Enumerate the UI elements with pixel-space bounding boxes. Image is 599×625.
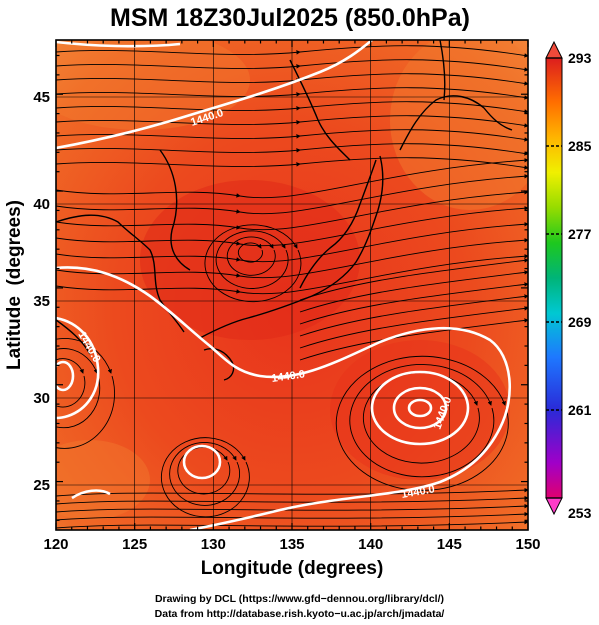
streamline bbox=[335, 355, 509, 491]
contour-label-middle: 1440.0 bbox=[271, 368, 306, 385]
colorbar-tick-label: 285 bbox=[568, 138, 592, 154]
lon-tick-label: 120 bbox=[43, 536, 68, 553]
contour-pacific-low bbox=[370, 370, 470, 446]
latitude-tick-labels: 25 30 35 40 45 bbox=[33, 89, 50, 494]
colorbar-tick-label: 261 bbox=[568, 402, 592, 418]
streamline bbox=[56, 87, 528, 100]
lat-tick-label: 40 bbox=[33, 196, 50, 213]
credit-data: Data from http://database.rish.kyoto−u.a… bbox=[154, 608, 445, 620]
colorbar-tick-label: 253 bbox=[568, 505, 592, 521]
streamline bbox=[226, 236, 276, 276]
axis-tick-marks bbox=[55, 40, 529, 530]
contour-north bbox=[56, 40, 373, 150]
colorbar-min-arrow bbox=[545, 497, 563, 516]
lat-tick-label: 30 bbox=[33, 390, 50, 407]
contour-middle bbox=[56, 266, 511, 530]
streamline bbox=[56, 503, 528, 513]
streamline bbox=[56, 338, 116, 449]
lon-tick-label: 130 bbox=[201, 536, 226, 553]
wind-streamlines bbox=[56, 45, 528, 529]
contour-west-low bbox=[56, 316, 100, 420]
streamline bbox=[299, 270, 528, 313]
warm-patch-pacific bbox=[330, 340, 510, 480]
y-axis-label: Latitude (degrees) bbox=[4, 200, 25, 370]
lon-tick-label: 135 bbox=[279, 536, 304, 553]
korea-east-coastline bbox=[159, 149, 191, 271]
streamline bbox=[349, 364, 495, 478]
streamline bbox=[299, 294, 528, 337]
lon-tick-label: 150 bbox=[515, 536, 540, 553]
contour-label-south: 1440.0 bbox=[400, 483, 435, 501]
height-contours bbox=[56, 40, 511, 530]
lat-tick-label: 45 bbox=[33, 89, 50, 106]
streamline bbox=[56, 348, 101, 429]
streamline bbox=[215, 230, 289, 289]
lat-tick-label: 35 bbox=[33, 293, 50, 310]
streamline bbox=[56, 487, 528, 497]
contour-south-low bbox=[182, 444, 222, 480]
colorbar-tick-label: 269 bbox=[568, 314, 592, 330]
lon-tick-label: 140 bbox=[358, 536, 383, 553]
streamline bbox=[56, 519, 528, 529]
china-coast bbox=[56, 319, 91, 355]
cool-patch-hokkaido bbox=[390, 40, 528, 210]
streamline bbox=[56, 143, 528, 156]
contour-west-low-inner bbox=[56, 360, 75, 392]
colorbar-max-arrow bbox=[545, 40, 563, 59]
streamline bbox=[56, 45, 528, 58]
streamline bbox=[56, 253, 528, 295]
streamline bbox=[56, 59, 528, 72]
contour-pacific-low-inner bbox=[407, 398, 433, 418]
credit-drawing: Drawing by DCL (https://www.gfd−dennou.o… bbox=[154, 593, 445, 605]
streamline bbox=[56, 101, 528, 114]
figure-title: MSM 18Z30Jul2025 (850.0hPa) bbox=[110, 4, 470, 32]
streamline bbox=[56, 129, 528, 142]
streamline bbox=[299, 282, 528, 325]
lon-tick-label: 125 bbox=[122, 536, 147, 553]
colorbar: 293 285 277 269 261 253 bbox=[545, 40, 592, 521]
streamline bbox=[56, 115, 528, 128]
contour-top bbox=[56, 40, 181, 48]
streamline bbox=[56, 358, 86, 408]
colorbar-ticks bbox=[546, 57, 562, 499]
cool-patch-north bbox=[56, 40, 250, 130]
streamline bbox=[299, 318, 528, 361]
map-plot-area: 1440.0 1440.0 1440.0 1440.0 1440.0 bbox=[56, 40, 528, 530]
streamline bbox=[204, 224, 302, 303]
contour-pacific-low-mid bbox=[392, 386, 448, 430]
x-axis-label: Longitude (degrees) bbox=[201, 558, 384, 579]
colorbar-tick-label: 277 bbox=[568, 226, 592, 242]
streamline bbox=[299, 306, 528, 349]
colorbar-scale bbox=[545, 57, 563, 499]
lon-tick-label: 145 bbox=[437, 536, 462, 553]
lat-tick-label: 25 bbox=[33, 477, 50, 494]
streamline bbox=[299, 258, 528, 301]
longitude-tick-labels: 120 125 130 135 140 145 150 bbox=[43, 536, 540, 553]
colorbar-tick-label: 293 bbox=[568, 50, 592, 66]
cool-patch-southwest bbox=[56, 440, 150, 520]
streamline bbox=[238, 242, 263, 263]
streamline bbox=[56, 495, 528, 505]
contour-southwest bbox=[71, 489, 111, 500]
streamline bbox=[169, 441, 241, 506]
